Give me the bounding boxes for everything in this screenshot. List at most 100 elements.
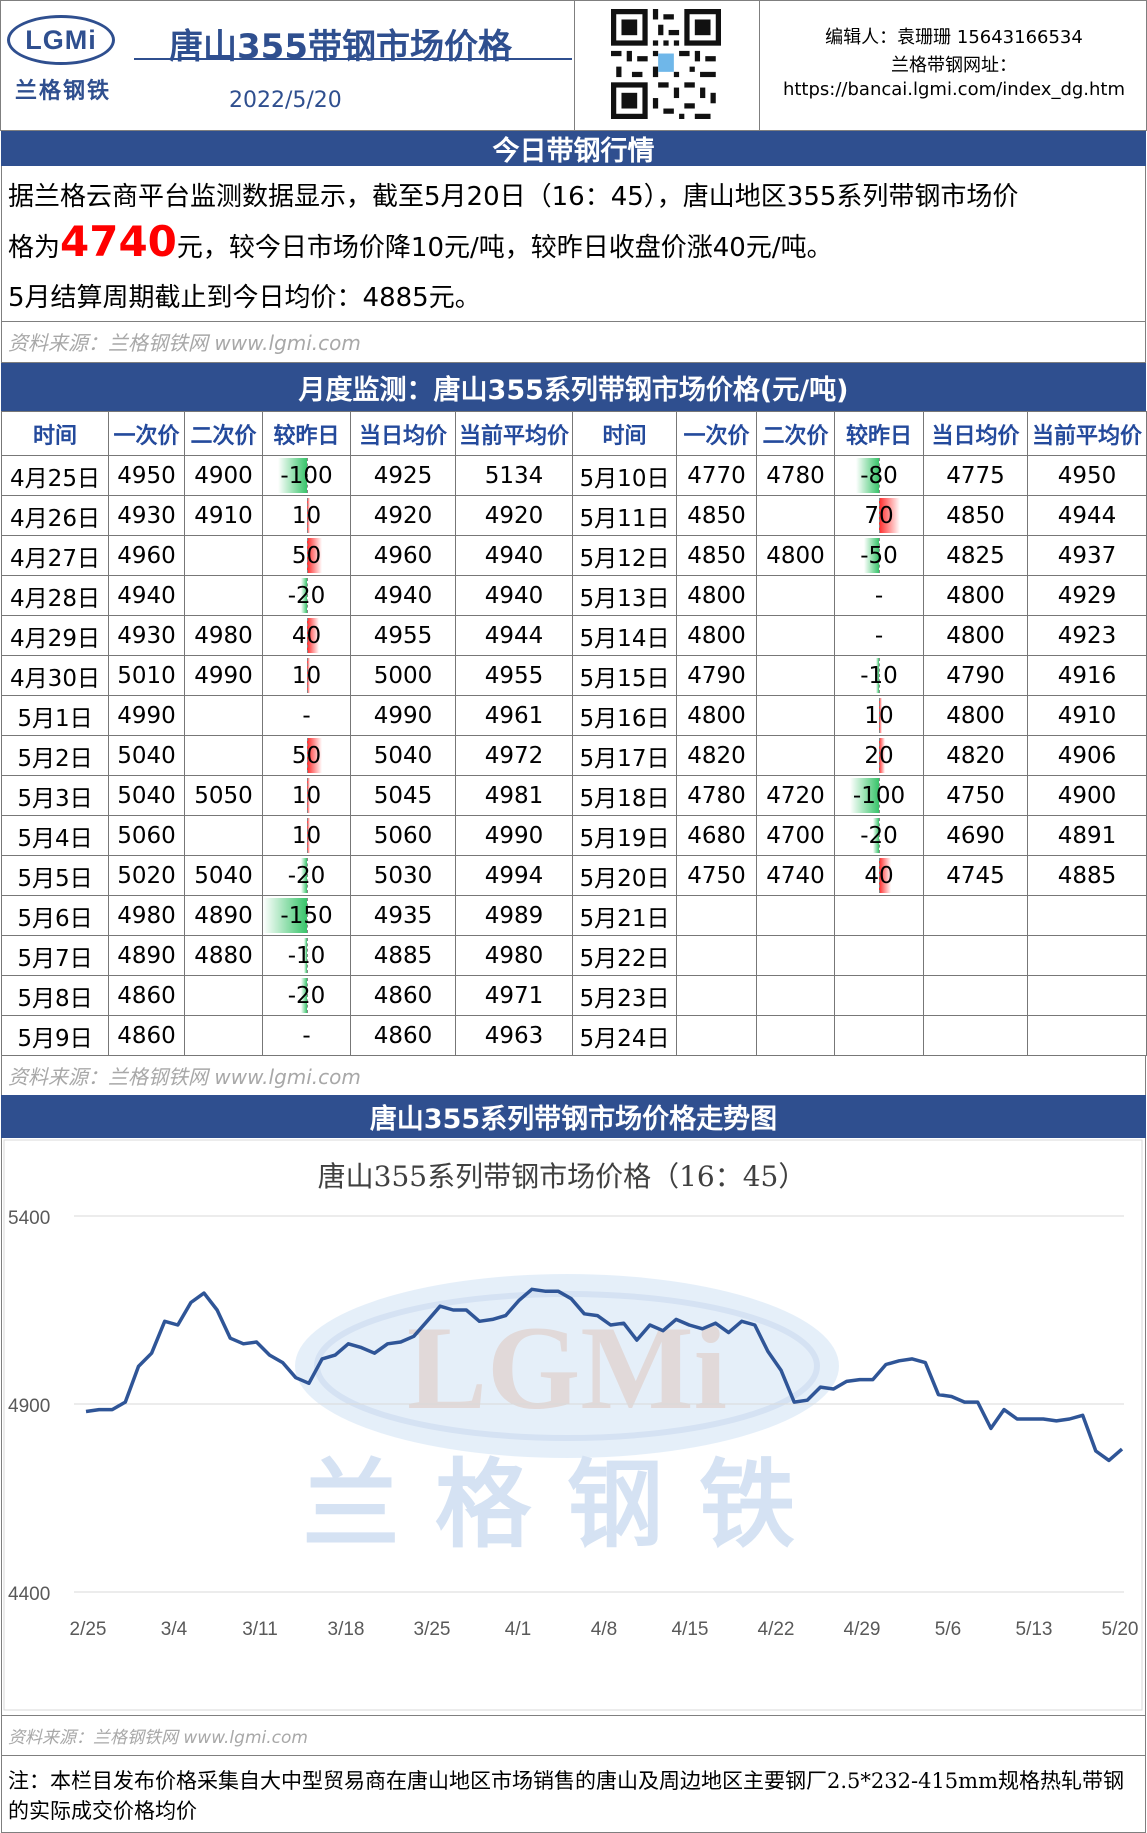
table-row: 5月6日 4980 4890 -150 4935 4989 5月21日 [1, 895, 1147, 936]
price-cell [184, 575, 263, 616]
today-line-2: 格为 4740 元，较今日市场价降10元/吨，较昨日收盘价涨40元/吨。 [8, 217, 833, 266]
chart-grid [74, 1215, 1124, 1593]
table-row: 4月25日 4950 4900 -100 4925 5134 5月10日 4770 4780 -8… [1, 455, 1147, 496]
change-bar-up [306, 738, 322, 773]
change-axis-line [306, 658, 308, 693]
today-price: 4740 [60, 217, 177, 266]
price-cell: 4890 [108, 935, 185, 976]
price-cell: 4780 [676, 775, 757, 816]
x-tick-label: 5/6 [935, 1619, 961, 1640]
change-bar-down [850, 778, 879, 813]
price-cell: 4963 [455, 1015, 573, 1056]
change-cell: 40 [262, 615, 351, 656]
today-source: 资料来源：兰格钢铁网 www.lgmi.com [8, 330, 361, 355]
price-cell: 5134 [455, 455, 573, 496]
change-cell: -50 [834, 535, 924, 576]
price-cell: 4891 [1027, 815, 1147, 856]
date-cell: 5月8日 [1, 975, 109, 1016]
change-value: -150 [280, 902, 333, 929]
x-tick-label: 4/29 [844, 1619, 881, 1640]
change-cell: -20 [834, 815, 924, 856]
price-cell: 4750 [676, 855, 757, 896]
price-cell: 4960 [350, 535, 456, 576]
price-cell [756, 935, 835, 976]
price-cell: 4990 [184, 655, 263, 696]
price-cell [756, 495, 835, 536]
price-cell [756, 655, 835, 696]
price-cell: 5040 [108, 735, 185, 776]
trend-source: 资料来源：兰格钢铁网 www.lgmi.com [1, 1716, 1146, 1756]
site-label: 兰格带钢网址： [891, 55, 1017, 76]
table-row: 5月7日 4890 4880 -10 4885 4980 5月22日 [1, 935, 1147, 976]
price-cell [676, 1015, 757, 1056]
change-bar-up [306, 538, 322, 573]
change-cell: - [834, 615, 924, 656]
price-cell: 4961 [455, 695, 573, 736]
change-bar-up [306, 618, 319, 653]
price-cell: 4972 [455, 735, 573, 776]
date-cell: 4月27日 [1, 535, 109, 576]
price-cell: 4885 [350, 935, 456, 976]
date-cell: 4月28日 [1, 575, 109, 616]
change-value: - [874, 582, 884, 609]
date-cell: 5月11日 [572, 495, 677, 536]
x-tick-label: 3/11 [242, 1619, 278, 1640]
x-tick-label: 2/25 [70, 1619, 107, 1640]
price-cell: 4980 [455, 935, 573, 976]
x-tick-label: 4/8 [591, 1619, 617, 1640]
change-bar-up [306, 658, 310, 693]
price-cell: 4980 [184, 615, 263, 656]
price-cell: 4890 [184, 895, 263, 936]
price-cell: 4775 [923, 455, 1028, 496]
change-axis-line [879, 778, 880, 813]
date-cell: 5月14日 [572, 615, 677, 656]
price-cell: 4906 [1027, 735, 1147, 776]
price-cell [756, 735, 835, 776]
price-cell: 4944 [1027, 495, 1147, 536]
price-cell: 4770 [676, 455, 757, 496]
price-cell: 4990 [108, 695, 185, 736]
today-line-2-pre: 格为 [8, 233, 61, 263]
price-cell [1027, 1015, 1147, 1056]
table-row: 5月9日 4860-4860 4963 5月24日 [1, 1015, 1147, 1056]
change-bar-down [277, 458, 307, 493]
change-value: 70 [864, 502, 894, 529]
date-cell: 4月30日 [1, 655, 109, 696]
change-bar-down [876, 658, 879, 693]
change-bar-down [873, 818, 879, 853]
qr-code-icon [611, 9, 721, 119]
price-cell: 4971 [455, 975, 573, 1016]
price-cell: 4929 [1027, 575, 1147, 616]
price-cell: 4994 [455, 855, 573, 896]
price-cell: 5040 [350, 735, 456, 776]
change-value: 10 [864, 702, 894, 729]
price-cell: 4950 [1027, 455, 1147, 496]
change-axis-line [306, 898, 308, 933]
price-cell: 4790 [923, 655, 1028, 696]
price-cell: 4700 [756, 815, 835, 856]
price-cell: 4900 [1027, 775, 1147, 816]
price-cell [756, 895, 835, 936]
column-header: 时间 [572, 411, 677, 456]
change-cell: -20 [262, 855, 351, 896]
y-tick-label: 4400 [8, 1584, 50, 1605]
price-cell [184, 815, 263, 856]
price-cell: 4930 [108, 615, 185, 656]
today-heading: 今日带钢行情 [492, 136, 655, 167]
x-axis-ticks: 2/25 3/4 3/11 3/18 3/25 4/1 4/8 4/15 4/22 4/29 5/6… [70, 1619, 1139, 1640]
change-value: -80 [860, 462, 898, 489]
logo-cn: 兰格钢铁 [14, 78, 111, 104]
change-axis-line [306, 458, 308, 493]
site-url-link[interactable]: https://bancai.lgmi.com/index_dg.htm [782, 79, 1126, 100]
trend-chart: LGMi 兰格钢铁 唐山355系列带钢市场价格（16：45） 4400 4900 5… [3, 1139, 1143, 1711]
change-cell: -10 [834, 655, 924, 696]
change-bar-down [864, 538, 879, 573]
change-cell: -100 [834, 775, 924, 816]
change-cell: - [262, 695, 351, 736]
change-cell [834, 975, 924, 1016]
change-axis-line [879, 858, 880, 893]
price-cell: 4937 [1027, 535, 1147, 576]
x-tick-label: 4/1 [505, 1619, 531, 1640]
date-cell: 4月25日 [1, 455, 109, 496]
change-axis-line [879, 658, 880, 693]
